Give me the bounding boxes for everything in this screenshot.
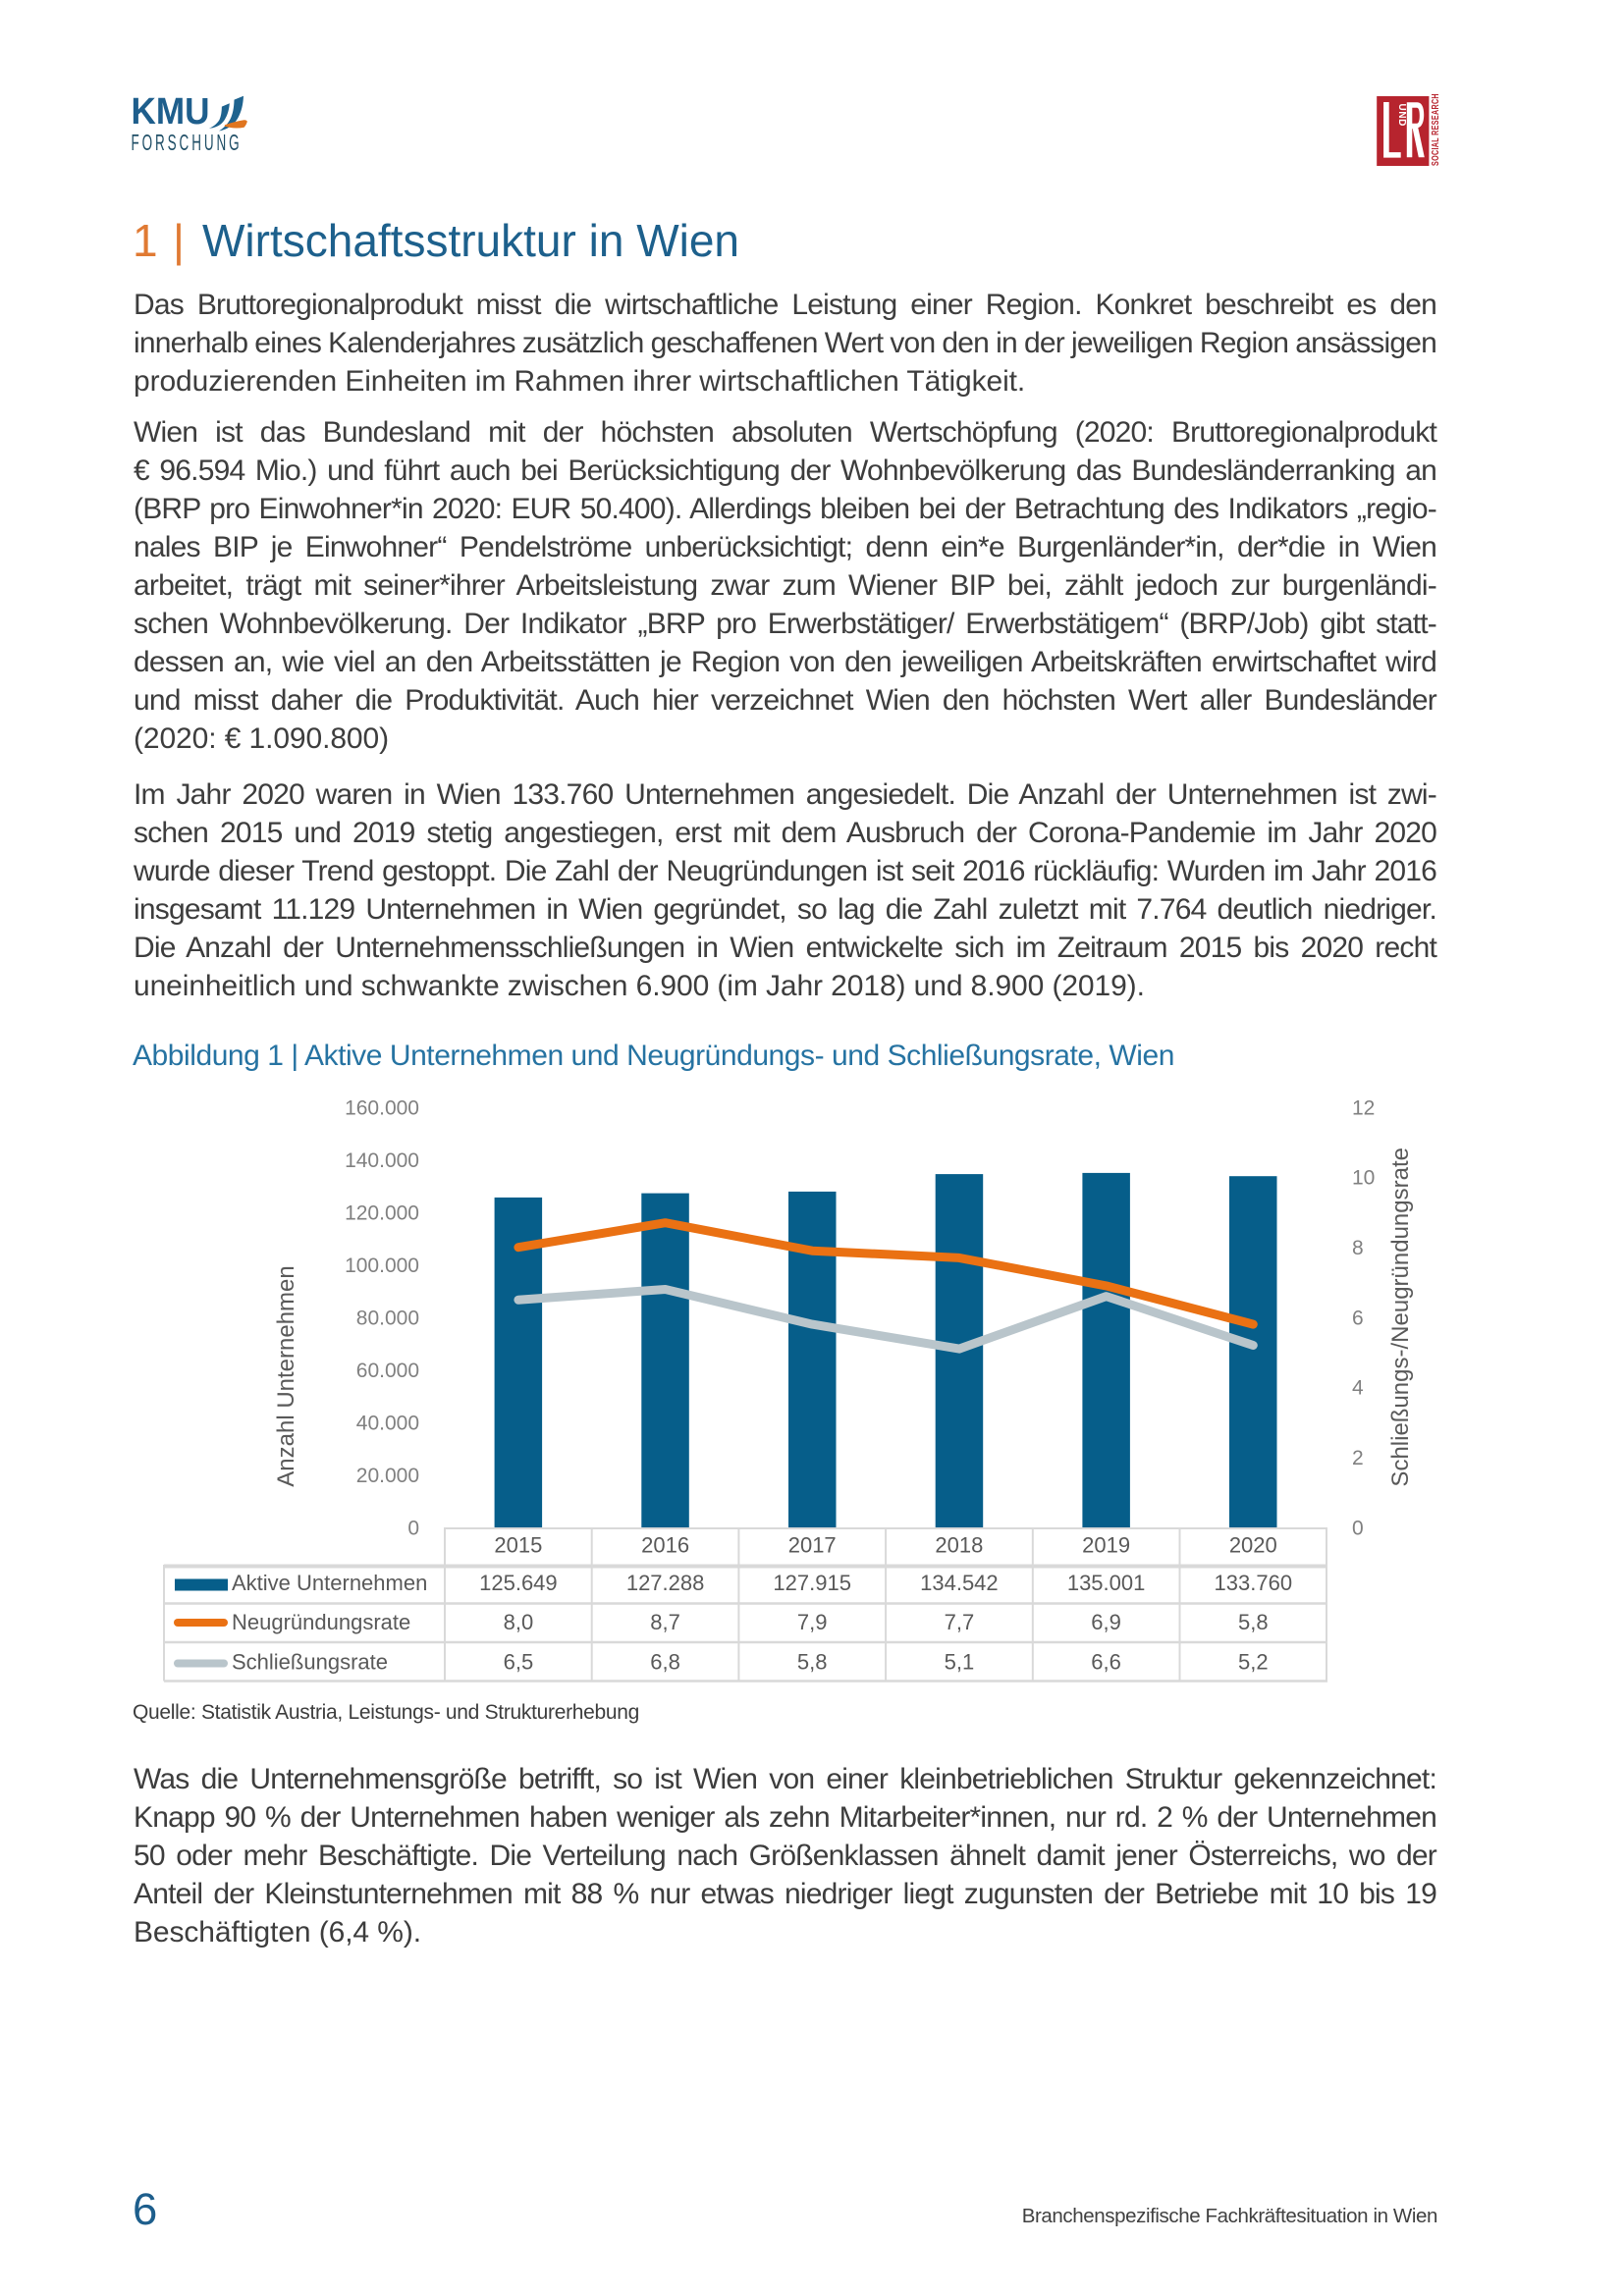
svg-text:FORSCHUNG: FORSCHUNG <box>132 130 243 155</box>
svg-text:Anzahl Unternehmen: Anzahl Unternehmen <box>273 1265 299 1486</box>
svg-text:2018: 2018 <box>935 1533 983 1558</box>
svg-text:4: 4 <box>1352 1377 1364 1400</box>
svg-text:6,5: 6,5 <box>504 1649 534 1674</box>
svg-text:10: 10 <box>1352 1167 1375 1190</box>
svg-text:100.000: 100.000 <box>345 1255 419 1277</box>
svg-text:5,8: 5,8 <box>797 1649 828 1674</box>
svg-text:140.000: 140.000 <box>345 1149 419 1172</box>
svg-text:Neugründungsrate: Neugründungsrate <box>232 1610 410 1634</box>
svg-text:Schließungs-/Neugründungsrate: Schließungs-/Neugründungsrate <box>1387 1148 1414 1487</box>
svg-text:5,2: 5,2 <box>1238 1649 1269 1674</box>
svg-text:12: 12 <box>1352 1096 1375 1119</box>
svg-text:120.000: 120.000 <box>345 1201 419 1224</box>
svg-text:60.000: 60.000 <box>356 1360 419 1382</box>
svg-text:2020: 2020 <box>1229 1533 1277 1558</box>
svg-text:2016: 2016 <box>641 1533 689 1558</box>
svg-text:7,9: 7,9 <box>797 1610 828 1634</box>
svg-text:8,7: 8,7 <box>650 1610 680 1634</box>
svg-text:134.542: 134.542 <box>920 1571 999 1595</box>
svg-text:2017: 2017 <box>788 1533 837 1558</box>
svg-text:160.000: 160.000 <box>345 1096 419 1119</box>
svg-text:6: 6 <box>1352 1307 1364 1329</box>
svg-text:127.915: 127.915 <box>773 1571 851 1595</box>
svg-text:8: 8 <box>1352 1237 1364 1259</box>
svg-text:KMU: KMU <box>132 91 210 133</box>
svg-text:135.001: 135.001 <box>1067 1571 1146 1595</box>
svg-text:127.288: 127.288 <box>626 1571 705 1595</box>
svg-text:SOCIAL RESEARCH: SOCIAL RESEARCH <box>1429 93 1440 166</box>
svg-text:6,6: 6,6 <box>1091 1649 1121 1674</box>
svg-text:2019: 2019 <box>1082 1533 1130 1558</box>
svg-text:7,7: 7,7 <box>945 1610 975 1634</box>
svg-text:Aktive Unternehmen: Aktive Unternehmen <box>232 1571 427 1595</box>
svg-text:20.000: 20.000 <box>356 1465 419 1487</box>
svg-text:8,0: 8,0 <box>504 1610 534 1634</box>
svg-text:UND: UND <box>1396 104 1407 127</box>
svg-text:0: 0 <box>407 1517 419 1539</box>
svg-text:125.649: 125.649 <box>479 1571 558 1595</box>
svg-text:2: 2 <box>1352 1447 1364 1469</box>
svg-text:0: 0 <box>1352 1517 1364 1539</box>
svg-text:80.000: 80.000 <box>356 1307 419 1329</box>
svg-text:40.000: 40.000 <box>356 1412 419 1434</box>
svg-text:2015: 2015 <box>494 1533 542 1558</box>
svg-text:5,1: 5,1 <box>945 1649 975 1674</box>
svg-text:6,8: 6,8 <box>650 1649 680 1674</box>
svg-text:133.760: 133.760 <box>1215 1571 1293 1595</box>
svg-text:5,8: 5,8 <box>1238 1610 1269 1634</box>
svg-text:6,9: 6,9 <box>1091 1610 1121 1634</box>
svg-text:Schließungsrate: Schließungsrate <box>232 1649 388 1674</box>
